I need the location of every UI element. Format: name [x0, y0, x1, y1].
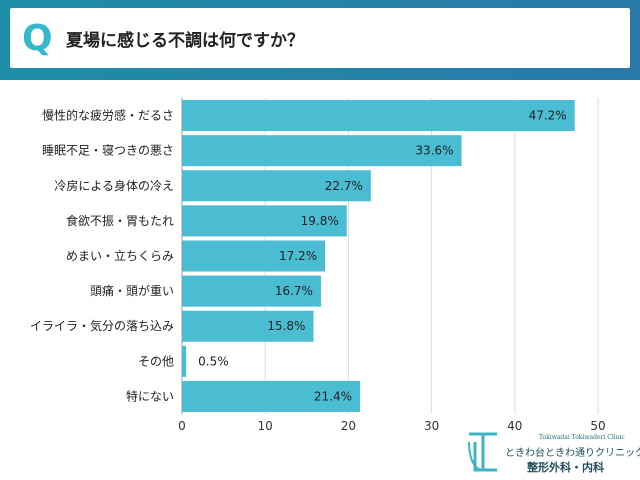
x-tick-label: 20	[341, 419, 356, 433]
clinic-department: 整形外科・内科	[527, 461, 604, 474]
bar	[182, 205, 347, 237]
category-label: 頭痛・頭が重い	[90, 283, 174, 298]
category-label: イライラ・気分の落ち込み	[30, 318, 174, 333]
category-label: 慢性的な疲労感・だるさ	[42, 108, 174, 123]
value-label: 15.8%	[267, 319, 305, 333]
bar	[182, 170, 371, 202]
category-label: 特にない	[126, 388, 174, 403]
bar	[182, 100, 575, 132]
category-label: その他	[138, 354, 174, 368]
value-label: 16.7%	[275, 284, 313, 298]
category-label: めまい・立ちくらみ	[66, 248, 174, 263]
bar	[182, 240, 326, 272]
value-label: 17.2%	[279, 249, 317, 263]
clinic-roman-name: Tokiwadai Tokiwadori Clinic	[539, 434, 625, 441]
category-label: 睡眠不足・寝つきの悪さ	[42, 143, 174, 158]
bar	[182, 275, 321, 307]
value-label: 0.5%	[198, 354, 229, 368]
clinic-logo-icon	[468, 432, 497, 472]
bar	[182, 345, 187, 377]
value-label: 21.4%	[314, 389, 352, 403]
x-tick-label: 10	[258, 419, 273, 433]
clinic-logo: Tokiwadai Tokiwadori Clinic ときわ台ときわ通りクリニ…	[465, 430, 640, 476]
q-badge: Q	[22, 18, 53, 59]
value-label: 19.8%	[301, 214, 339, 228]
x-tick-label: 0	[178, 419, 186, 433]
value-label: 22.7%	[325, 179, 363, 193]
value-label: 33.6%	[415, 144, 453, 158]
category-label: 食欲不振・胃もたれ	[66, 213, 174, 228]
bar	[182, 310, 314, 342]
x-tick-label: 30	[424, 419, 439, 433]
bar	[182, 380, 361, 412]
x-tick-label: 40	[507, 419, 522, 433]
category-label: 冷房による身体の冷え	[54, 178, 174, 193]
question-title: 夏場に感じる不調は何ですか？	[66, 31, 304, 51]
clinic-name: ときわ台ときわ通りクリニック	[505, 448, 640, 459]
bar	[182, 135, 462, 167]
value-label: 47.2%	[529, 109, 567, 123]
x-tick-label: 50	[590, 419, 605, 433]
question-card	[10, 8, 630, 68]
